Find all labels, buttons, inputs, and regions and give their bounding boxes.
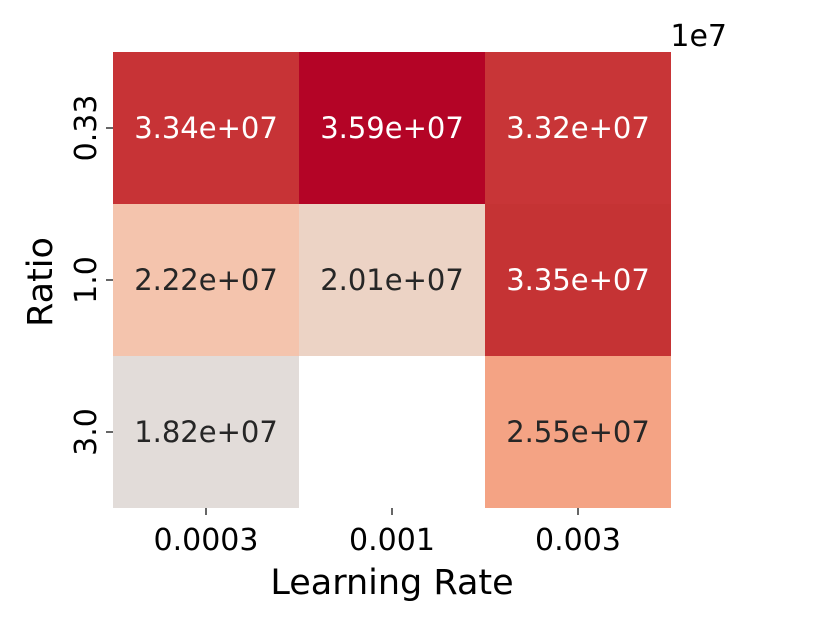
- heatmap-cell: [299, 204, 485, 356]
- cell-annotation: 2.55e+07: [506, 415, 650, 449]
- colorbar-offset-label: 1e7: [670, 19, 727, 54]
- x-tick-label: 0.0003: [154, 523, 259, 558]
- y-tick-label: 1.0: [69, 256, 104, 304]
- cell-annotation: 3.35e+07: [506, 263, 650, 297]
- cell-annotation: 1.82e+07: [134, 415, 278, 449]
- cell-annotation: 2.01e+07: [320, 263, 464, 297]
- heatmap-cell: [113, 356, 299, 508]
- heatmap-cell: [113, 204, 299, 356]
- y-axis-label: Ratio: [21, 237, 61, 327]
- x-axis-label: Learning Rate: [270, 563, 513, 603]
- heatmap-cell: [485, 356, 671, 508]
- cell-annotation: 2.22e+07: [134, 263, 278, 297]
- x-tick-label: 0.001: [349, 523, 435, 558]
- y-tick-label: 0.33: [69, 95, 104, 162]
- cell-annotation: 3.32e+07: [506, 111, 650, 145]
- heatmap-cell: [299, 52, 485, 204]
- cell-annotation: 3.34e+07: [134, 111, 278, 145]
- x-tick-label: 0.003: [535, 523, 621, 558]
- heatmap-cell: [485, 204, 671, 356]
- cell-annotation: 3.59e+07: [320, 111, 464, 145]
- heatmap-cell: [485, 52, 671, 204]
- heatmap-cell: [113, 52, 299, 204]
- y-tick-label: 3.0: [69, 408, 104, 456]
